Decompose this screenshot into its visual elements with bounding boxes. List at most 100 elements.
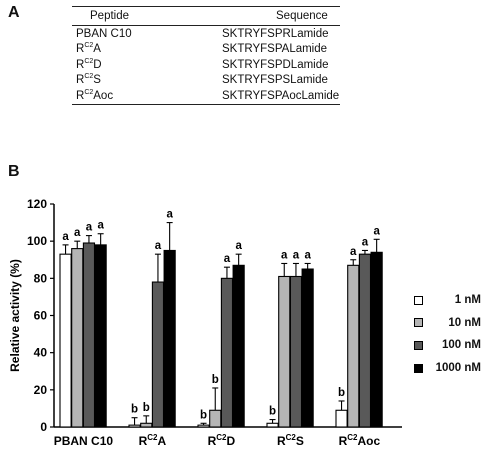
bar [370, 251, 383, 428]
bar [220, 277, 234, 428]
bar [266, 422, 279, 428]
legend-label: 1000 nM [435, 362, 481, 375]
significance-label: a [224, 253, 231, 265]
y-tick-label: 40 [34, 346, 48, 360]
significance-label: b [131, 404, 138, 416]
legend-item: 100 nM [414, 334, 481, 357]
chart-legend: 1 nM 10 nM 100 nM 1000 nM [414, 289, 481, 379]
panel-a-label: A [8, 4, 20, 21]
table-body: PBAN C10 SKTRYFSPRLamide RC2A SKTRYFSPALami… [72, 26, 340, 104]
significance-label: a [293, 249, 300, 261]
peptide-name-sup: C2 [84, 73, 94, 81]
legend-label: 100 nM [442, 339, 481, 352]
table-header-row: Peptide Sequence [72, 7, 340, 25]
bar [82, 242, 96, 428]
legend-item: 1 nM [414, 289, 481, 312]
peptide-sequence: SKTRYFSPRLamide [222, 27, 329, 40]
peptide-name-base: R [76, 74, 85, 87]
peptide-name: PBAN C10 [72, 28, 192, 40]
peptide-name-base: R [76, 89, 85, 102]
table-bottom-rule [72, 103, 340, 105]
bar [151, 281, 165, 428]
peptide-sequence: SKTRYFSPSLamide [222, 74, 328, 87]
peptide-name: RC2S [72, 73, 192, 87]
peptide-name-base: R [76, 43, 85, 56]
peptide-name-sup: C2 [84, 57, 94, 65]
y-tick-label: 20 [34, 383, 48, 397]
legend-label: 10 nM [448, 316, 481, 329]
y-tick-label: 0 [40, 420, 47, 434]
peptide-name-suffix: D [93, 58, 102, 71]
table-row: RC2Aoc SKTRYFSPAocLamide [72, 88, 340, 104]
significance-label: a [86, 222, 93, 234]
significance-label: b [269, 406, 276, 418]
table-row: PBAN C10 SKTRYFSPRLamide [72, 26, 340, 42]
y-tick-label: 80 [34, 271, 48, 285]
peptide-name: RC2D [72, 57, 192, 71]
y-tick-label: 100 [27, 234, 47, 248]
peptide-name: RC2Aoc [72, 88, 192, 102]
header-peptide: Peptide [90, 10, 130, 22]
bar [140, 422, 153, 428]
peptide-name-base: R [76, 58, 85, 71]
table-top-rule [72, 6, 340, 7]
significance-label: a [62, 231, 69, 243]
bar [71, 248, 84, 428]
significance-label: a [304, 249, 311, 261]
x-tick-label: RC2S [277, 433, 304, 448]
y-tick-label: 60 [34, 309, 48, 323]
bar [94, 244, 107, 428]
peptide-sequence: SKTRYFSPDLamide [222, 58, 329, 71]
legend-swatch [414, 340, 423, 350]
legend-swatch [414, 363, 423, 373]
peptide-table: Peptide Sequence PBAN C10 SKTRYFSPRLamide… [72, 6, 340, 105]
x-tick-label: RC2A [139, 433, 167, 448]
significance-label: a [350, 246, 357, 258]
legend-swatch [414, 318, 423, 328]
y-tick-label: 120 [27, 197, 47, 211]
significance-label: a [97, 220, 104, 232]
bar [128, 424, 141, 428]
peptide-name-sup: C2 [84, 42, 94, 50]
bar [278, 275, 291, 428]
significance-label: a [166, 209, 173, 221]
table-row: RC2S SKTRYFSPSLamide [72, 73, 340, 89]
legend-swatch [414, 295, 423, 305]
bar [232, 264, 245, 428]
significance-label: a [362, 236, 369, 248]
bar [347, 264, 360, 428]
x-tick-label: RC2D [208, 433, 236, 448]
peptide-name-sup: C2 [84, 88, 94, 96]
bar [209, 409, 222, 428]
table-header-rule [72, 25, 340, 26]
x-tick-label: PBAN C10 [54, 434, 114, 448]
peptide-name-suffix: Aoc [93, 89, 114, 102]
y-axis-label: Relative activity (%) [8, 259, 22, 372]
table-row: RC2D SKTRYFSPDLamide [72, 57, 340, 73]
peptide-name-suffix: A [93, 43, 101, 56]
bar [335, 409, 348, 428]
significance-label: b [212, 374, 219, 386]
legend-label: 1 nM [454, 294, 481, 307]
header-sequence: Sequence [276, 10, 328, 22]
significance-label: b [143, 402, 150, 414]
peptide-name-suffix: S [93, 74, 101, 87]
bar [301, 268, 314, 428]
bar [197, 424, 210, 428]
significance-label: a [281, 249, 288, 261]
table-row: RC2A SKTRYFSPALamide [72, 42, 340, 58]
bar [358, 253, 372, 428]
bar [163, 249, 176, 428]
panel-b-label: B [8, 163, 20, 180]
significance-label: a [373, 225, 380, 237]
peptide-name-base: PBAN C10 [76, 27, 132, 40]
bar [59, 253, 72, 428]
peptide-sequence: SKTRYFSPAocLamide [222, 89, 340, 102]
legend-item: 1000 nM [414, 357, 481, 380]
significance-label: a [74, 227, 81, 239]
significance-label: a [155, 240, 162, 252]
significance-label: a [235, 240, 242, 252]
bar [289, 275, 303, 428]
peptide-name: RC2A [72, 42, 192, 56]
